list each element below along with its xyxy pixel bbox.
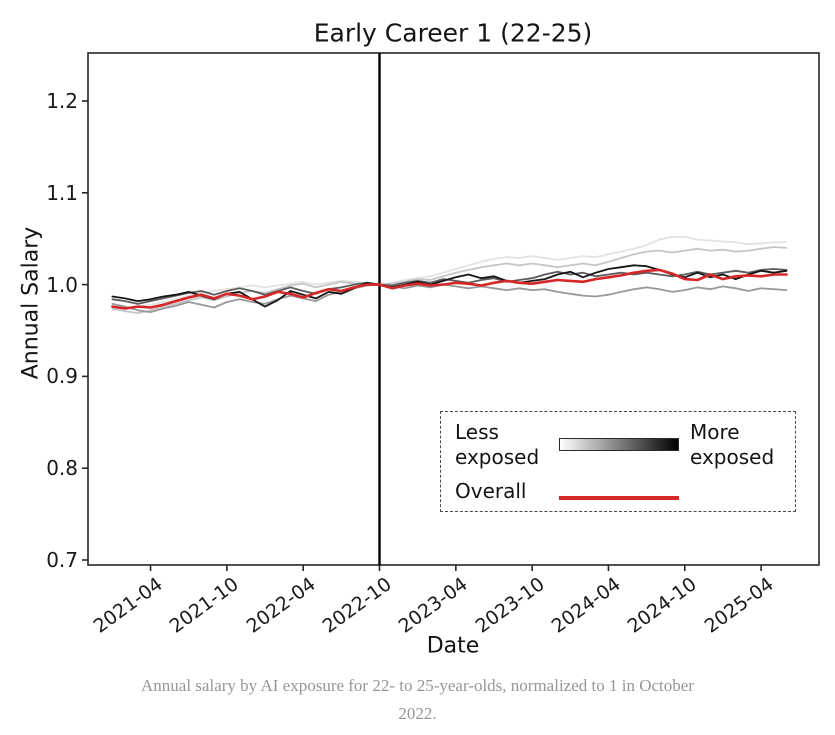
y-tick-label: 1.1 [46, 180, 78, 205]
series-quintile-1-least-exposed [111, 235, 788, 312]
caption-line-1: Annual salary by AI exposure for 22- to … [141, 676, 694, 695]
legend-overall-label: Overall [455, 479, 527, 503]
x-tick-label: 2021-10 [166, 573, 244, 638]
x-axis-label: Date [426, 633, 480, 659]
x-tick-label: 2023-04 [395, 573, 473, 638]
series-quintile-2 [111, 246, 788, 315]
series-overall [111, 268, 788, 310]
legend: Less exposed More exposed Overall [440, 411, 796, 512]
y-tick-label: 0.8 [46, 456, 78, 481]
chart-title: Early Career 1 (22-25) [313, 18, 593, 48]
x-tick-label: 2024-10 [623, 573, 702, 638]
y-tick-label: 0.7 [46, 548, 78, 572]
legend-less-exposed-label: Less exposed [455, 420, 540, 469]
series-quintile-4 [111, 268, 788, 305]
y-axis-label: Annual Salary [18, 226, 44, 380]
x-tick-label: 2021-04 [89, 573, 167, 638]
series-quintile-3 [111, 283, 788, 314]
overall-line-swatch [559, 496, 679, 500]
x-tick-label: 2022-04 [242, 573, 320, 638]
caption-line-2: 2022. [398, 704, 437, 723]
y-tick-label: 1.0 [46, 272, 78, 297]
y-tick-label: 0.9 [46, 364, 78, 389]
figure-caption: Annual salary by AI exposure for 22- to … [0, 672, 835, 728]
series-quintile-5-most-exposed [111, 264, 788, 308]
exposure-gradient-swatch [559, 438, 679, 451]
x-tick-label: 2024-04 [547, 573, 625, 638]
x-tick-label: 2023-10 [471, 573, 549, 638]
x-tick-label: 2022-10 [318, 573, 396, 638]
legend-more-exposed-label: More exposed [690, 420, 775, 469]
x-tick-label: 2025-04 [700, 573, 778, 638]
y-tick-label: 1.2 [46, 89, 78, 113]
